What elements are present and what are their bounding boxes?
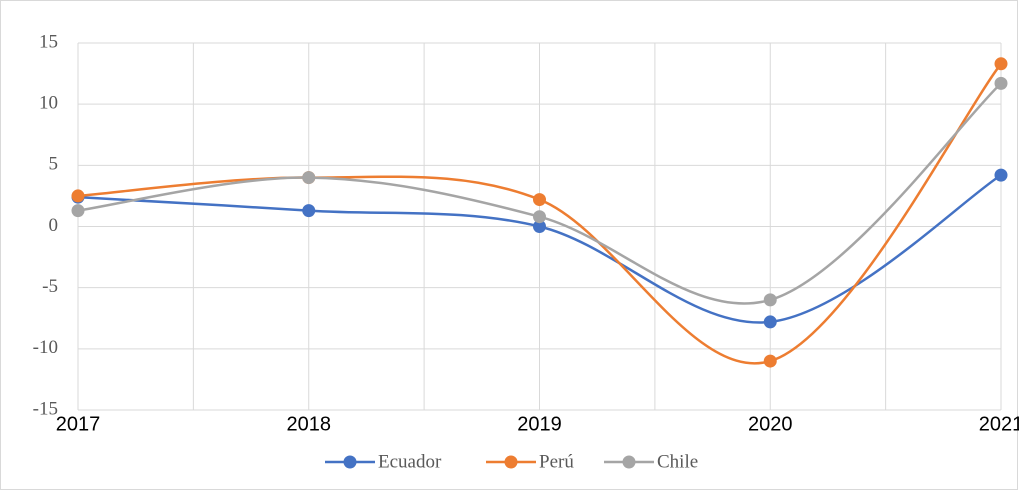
point-marker [71, 189, 85, 203]
x-tick-label: 2020 [748, 413, 793, 435]
point-marker [71, 204, 85, 218]
point-marker [533, 210, 546, 224]
x-tick-label: 2021 [979, 413, 1019, 435]
x-tick-label: 2018 [287, 413, 332, 435]
y-tick-label: -15 [33, 398, 58, 419]
y-tick-label: 0 [49, 215, 59, 236]
point-marker [763, 354, 777, 368]
point-marker [302, 171, 316, 185]
legend-marker [504, 455, 518, 469]
y-tick-label: 10 [39, 93, 58, 114]
legend-marker [343, 455, 357, 469]
legend-label: Perú [539, 451, 574, 472]
series-line [77, 82, 1002, 305]
x-tick-label: 2017 [56, 413, 101, 435]
legend-label: Chile [657, 451, 698, 472]
x-tick-label: 2019 [517, 413, 562, 435]
point-marker [533, 220, 546, 233]
y-tick-label: 15 [39, 31, 58, 52]
legend-marker [622, 455, 636, 469]
series-line [77, 63, 1002, 365]
y-tick-label: -10 [33, 337, 58, 358]
y-tick-label: -5 [42, 276, 58, 297]
point-marker [994, 57, 1008, 71]
point-marker [763, 315, 777, 329]
y-tick-label: 5 [49, 154, 59, 175]
point-marker [763, 293, 777, 307]
point-marker [533, 193, 546, 207]
point-marker [994, 76, 1008, 90]
point-marker [302, 204, 316, 218]
point-marker [994, 168, 1008, 182]
legend-label: Ecuador [378, 451, 442, 472]
